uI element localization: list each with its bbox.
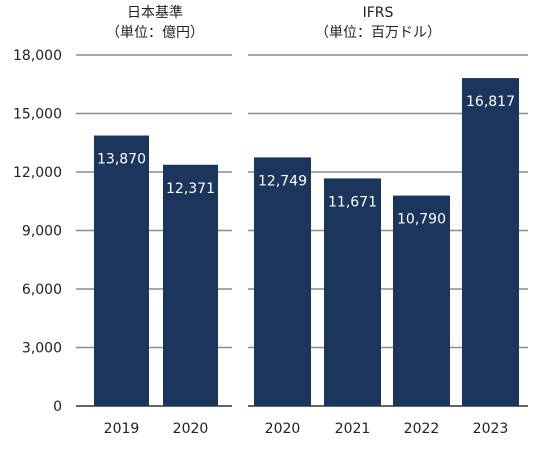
bar [462, 78, 519, 407]
bar [393, 195, 450, 406]
bar [254, 157, 311, 406]
bar-value-label: 10,790 [397, 212, 446, 228]
x-tick-label: 2022 [404, 421, 440, 437]
x-tick-label: 2020 [173, 421, 209, 437]
y-tick-label: 15,000 [13, 107, 62, 123]
y-tick-label: 3,000 [22, 341, 62, 357]
x-tick-label: 2020 [265, 421, 301, 437]
bar-value-label: 13,870 [97, 152, 146, 168]
y-tick-label: 12,000 [13, 165, 62, 181]
y-tick-label: 6,000 [22, 282, 62, 298]
bar [324, 178, 381, 406]
y-tick-label: 18,000 [13, 48, 62, 64]
bar [94, 135, 149, 406]
group-title: IFRS [363, 5, 394, 21]
x-tick-label: 2019 [104, 421, 140, 437]
bar-value-label: 11,671 [328, 194, 377, 210]
x-tick-label: 2021 [335, 421, 371, 437]
bar-value-label: 12,749 [258, 173, 307, 189]
group-title: 日本基準 [127, 4, 183, 21]
x-tick-label: 2023 [473, 421, 509, 437]
bar-value-label: 16,817 [466, 94, 515, 110]
group-subtitle: （単位：百万ドル） [315, 25, 441, 41]
y-tick-label: 0 [53, 399, 62, 415]
y-tick-label: 9,000 [22, 224, 62, 240]
bar-value-label: 12,371 [166, 181, 215, 197]
group-subtitle: （単位：億円） [106, 25, 204, 41]
bar [163, 164, 218, 406]
